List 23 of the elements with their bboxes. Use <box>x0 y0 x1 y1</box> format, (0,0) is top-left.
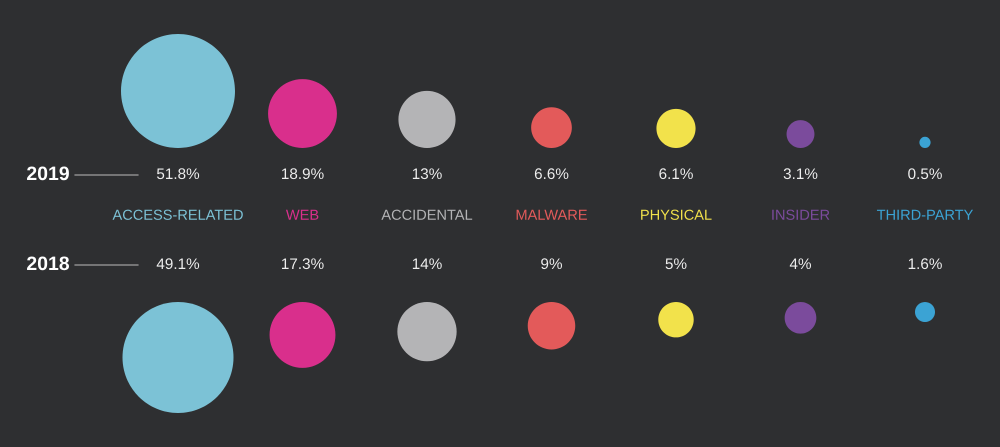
data-label: 4% <box>790 258 811 270</box>
data-label: 13% <box>412 168 442 180</box>
text: 2018 <box>27 256 70 270</box>
data-label: 6.1% <box>659 168 693 180</box>
category-label: ACCIDENTAL <box>381 210 472 220</box>
data-label: 0.5% <box>908 168 942 180</box>
category-label: MALWARE <box>516 210 587 220</box>
data-label: 3.1% <box>784 168 818 180</box>
category-label: PHYSICAL <box>641 210 712 220</box>
category-label: INSIDER <box>772 210 830 220</box>
data-label: 18.9% <box>282 168 324 180</box>
data-label: 14% <box>412 258 442 270</box>
text: 2019 <box>27 166 69 180</box>
data-label: 51.8% <box>156 168 200 180</box>
data-label: 49.1% <box>156 258 200 270</box>
data-label: 5% <box>666 258 686 270</box>
category-label: WEB <box>286 210 318 220</box>
data-label: 1.6% <box>908 258 942 270</box>
data-label: 6.6% <box>534 168 568 180</box>
data-label: 17.3% <box>282 258 324 270</box>
data-label: 9% <box>541 258 562 270</box>
category-label: THIRD-PARTY <box>876 210 974 220</box>
category-label: ACCESS-RELATED <box>112 210 243 220</box>
